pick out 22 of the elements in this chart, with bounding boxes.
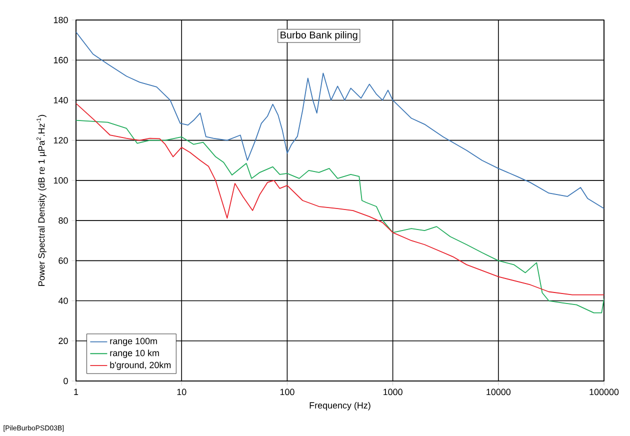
x-tick-label: 10 xyxy=(177,388,186,396)
y-tick-label: 20 xyxy=(58,338,68,344)
y-tick-label: 0 xyxy=(64,378,68,384)
y-tick-label: 140 xyxy=(54,97,68,104)
legend-label: range 10 km xyxy=(110,350,159,358)
y-tick-label: 80 xyxy=(58,217,68,224)
x-tick-label: 100000 xyxy=(590,388,619,396)
x-tick-label: 1000 xyxy=(384,388,402,396)
x-tick-label: 100 xyxy=(280,388,294,396)
text: Burbo Bank piling xyxy=(280,31,358,40)
x-axis-title: Frequency (Hz) xyxy=(310,402,370,410)
y-tick-label: 180 xyxy=(54,16,68,24)
x-tick-label: 1 xyxy=(74,388,78,395)
legend-label: range 100m xyxy=(110,338,157,346)
x-tick-label: 10000 xyxy=(486,388,511,396)
y-tick-label: 60 xyxy=(58,257,68,264)
y-tick-label: 100 xyxy=(54,177,68,184)
y-axis-title: Power Spectral Density (dB re 1 µPa$^{2}$.Hz$^{-1}$) xyxy=(36,114,46,286)
y-tick-label: 40 xyxy=(58,298,68,304)
y-tick-label: 120 xyxy=(54,137,68,144)
legend-label: b'ground, 20km xyxy=(110,362,171,370)
y-tick-label: 160 xyxy=(54,56,68,64)
